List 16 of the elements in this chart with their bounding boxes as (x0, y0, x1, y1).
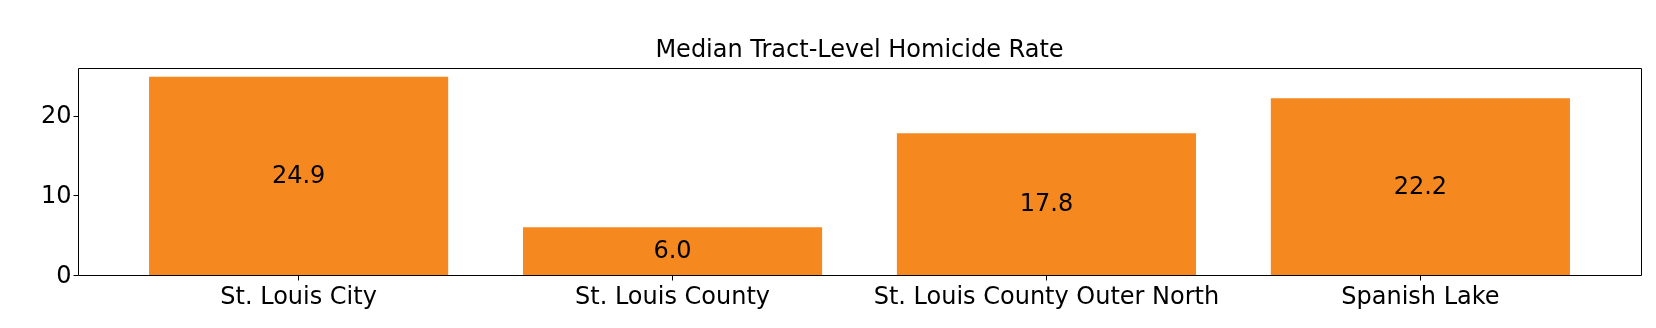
y-tick-label: 0 (56, 260, 72, 289)
y-tick-label: 10 (40, 180, 72, 209)
data-label: 17.8 (1019, 189, 1074, 218)
bar (149, 76, 449, 275)
bar (522, 227, 823, 275)
chart-title: Median Tract-Level Homicide Rate (655, 35, 1064, 63)
data-label: 24.9 (271, 160, 326, 189)
x-tick-label: St. Louis City (220, 281, 377, 310)
x-tick-label: Spanish Lake (1341, 281, 1500, 310)
data-label: 22.2 (1393, 171, 1448, 200)
y-tick-label: 20 (40, 101, 72, 130)
bar (1270, 98, 1570, 275)
x-tick-label: St. Louis County Outer North (873, 281, 1220, 310)
x-tick-label: St. Louis County (575, 281, 771, 310)
data-label: 6.0 (653, 236, 692, 265)
bar (896, 133, 1197, 275)
